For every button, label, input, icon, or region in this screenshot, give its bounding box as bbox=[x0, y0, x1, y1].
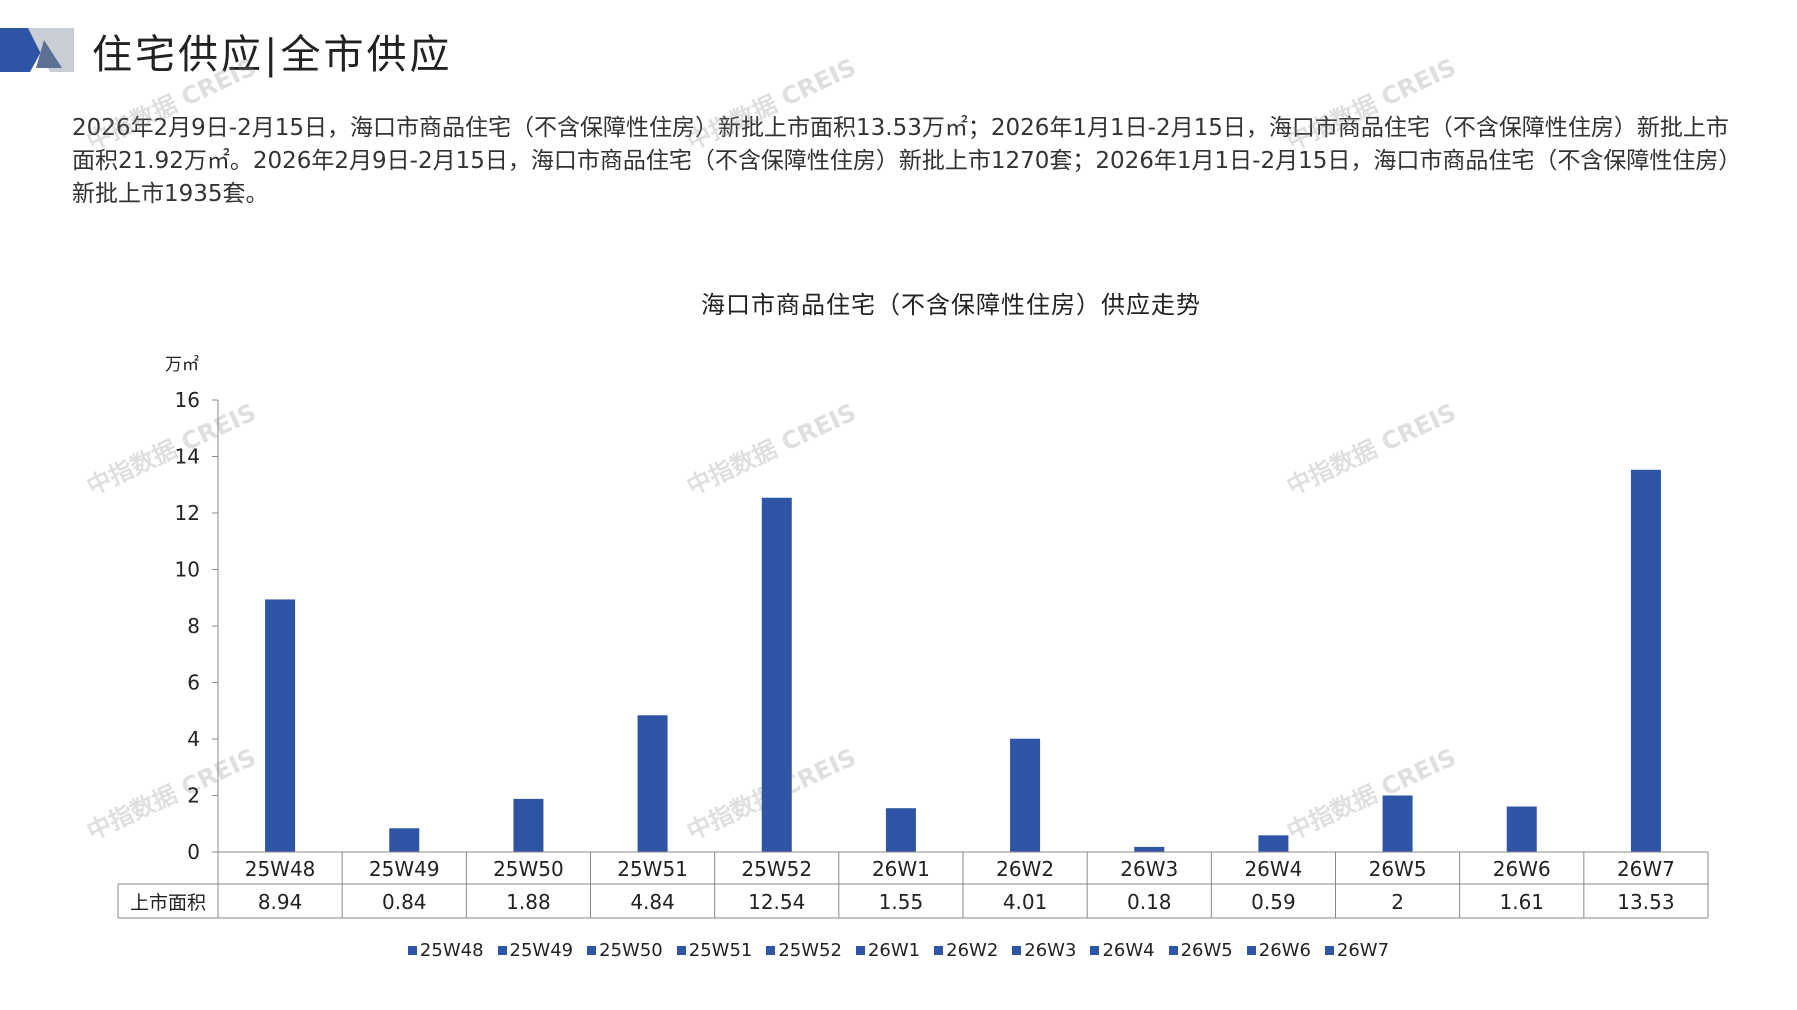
legend-label: 25W48 bbox=[419, 940, 484, 961]
legend-label: 26W6 bbox=[1258, 940, 1311, 961]
bar-26W6 bbox=[1506, 806, 1537, 852]
logo-mid-shape bbox=[36, 40, 62, 68]
x-category-label: 25W52 bbox=[741, 857, 812, 881]
table-value-cell: 0.84 bbox=[382, 890, 427, 914]
bar-25W48 bbox=[265, 599, 296, 852]
legend-label: 25W51 bbox=[688, 940, 753, 961]
x-category-label: 26W2 bbox=[996, 857, 1054, 881]
table-value-cell: 4.84 bbox=[630, 890, 675, 914]
bar-26W1 bbox=[885, 808, 916, 852]
legend-swatch bbox=[497, 946, 507, 955]
legend-item: 25W49 bbox=[497, 940, 574, 961]
chart-title: 海口市商品住宅（不含保障性住房）供应走势 bbox=[701, 291, 1201, 319]
legend-swatch bbox=[1012, 946, 1022, 955]
x-category-label: 26W4 bbox=[1244, 857, 1302, 881]
y-tick-label: 10 bbox=[175, 558, 200, 582]
legend-swatch bbox=[407, 946, 417, 955]
x-category-label: 26W1 bbox=[872, 857, 930, 881]
legend-label: 26W1 bbox=[867, 940, 921, 961]
bar-25W49 bbox=[389, 828, 420, 852]
legend-label: 25W50 bbox=[599, 940, 663, 961]
bar-25W51 bbox=[637, 715, 668, 852]
table-value-cell: 13.53 bbox=[1617, 890, 1674, 914]
legend-item: 26W4 bbox=[1090, 940, 1155, 961]
bar-26W7 bbox=[1630, 469, 1661, 852]
legend-item: 26W6 bbox=[1246, 940, 1311, 961]
bar-26W5 bbox=[1382, 795, 1413, 852]
legend-swatch bbox=[766, 946, 776, 955]
legend-item: 25W48 bbox=[407, 940, 484, 961]
y-tick-label: 6 bbox=[187, 671, 200, 695]
bar-26W3 bbox=[1134, 846, 1165, 852]
legend-item: 26W2 bbox=[934, 940, 998, 961]
logo-dark-shape bbox=[0, 28, 42, 72]
legend-swatch bbox=[855, 946, 865, 955]
bar-26W4 bbox=[1258, 835, 1289, 852]
table-value-cell: 8.94 bbox=[258, 890, 303, 914]
legend-label: 26W4 bbox=[1102, 940, 1155, 961]
legend-swatch bbox=[676, 946, 686, 955]
logo-light-shape bbox=[28, 28, 74, 72]
legend-label: 25W52 bbox=[778, 940, 842, 961]
legend-item: 26W5 bbox=[1168, 940, 1233, 961]
legend-label: 26W7 bbox=[1336, 940, 1390, 961]
legend-item: 25W52 bbox=[766, 940, 842, 961]
y-tick-label: 8 bbox=[187, 614, 200, 638]
table-value-cell: 0.59 bbox=[1251, 890, 1296, 914]
table-value-cell: 1.55 bbox=[879, 890, 924, 914]
table-value-cell: 12.54 bbox=[748, 890, 805, 914]
x-category-label: 25W51 bbox=[617, 857, 688, 881]
table-value-cell: 1.61 bbox=[1499, 890, 1544, 914]
legend-swatch bbox=[1168, 946, 1178, 955]
legend-label: 26W5 bbox=[1180, 940, 1233, 961]
y-tick-label: 14 bbox=[175, 445, 200, 469]
legend-item: 25W51 bbox=[676, 940, 753, 961]
legend-item: 26W7 bbox=[1324, 940, 1390, 961]
table-value-cell: 4.01 bbox=[1003, 890, 1048, 914]
legend-swatch bbox=[587, 946, 597, 955]
legend-label: 26W3 bbox=[1024, 940, 1077, 961]
x-category-label: 26W5 bbox=[1369, 857, 1427, 881]
summary-paragraph: 2026年2月9日-2月15日，海口市商品住宅（不含保障性住房）新批上市面积13… bbox=[72, 115, 1730, 207]
y-tick-label: 16 bbox=[175, 388, 200, 412]
legend-swatch bbox=[1324, 946, 1334, 955]
legend-label: 25W49 bbox=[509, 940, 574, 961]
chart-legend: 25W48 25W49 25W50 25W51 25W52 26W1 26W2 26W3 26W… bbox=[0, 940, 1797, 961]
table-row-label: 上市面积 bbox=[130, 892, 206, 914]
y-tick-label: 0 bbox=[187, 840, 200, 864]
bar-26W2 bbox=[1010, 738, 1041, 852]
x-category-label: 26W3 bbox=[1120, 857, 1178, 881]
header-logo-mark bbox=[0, 28, 74, 72]
x-category-label: 25W49 bbox=[369, 857, 440, 881]
legend-swatch bbox=[1246, 946, 1256, 955]
legend-swatch bbox=[934, 946, 944, 955]
legend-swatch bbox=[1090, 946, 1100, 955]
legend-label: 26W2 bbox=[946, 940, 999, 961]
bar-25W52 bbox=[761, 497, 792, 852]
legend-item: 26W1 bbox=[855, 940, 921, 961]
y-tick-label: 2 bbox=[187, 784, 200, 808]
legend-item: 26W3 bbox=[1012, 940, 1076, 961]
y-tick-label: 12 bbox=[175, 501, 200, 525]
x-category-label: 26W7 bbox=[1617, 857, 1675, 881]
y-axis-unit: 万㎡ bbox=[165, 355, 199, 375]
page-title: 住宅供应|全市供应 bbox=[92, 32, 453, 78]
table-value-cell: 2 bbox=[1391, 890, 1404, 914]
legend-item: 25W50 bbox=[587, 940, 663, 961]
y-tick-label: 4 bbox=[187, 727, 200, 751]
bar-25W50 bbox=[513, 798, 544, 852]
x-category-label: 25W48 bbox=[245, 857, 316, 881]
table-value-cell: 1.88 bbox=[506, 890, 551, 914]
x-category-label: 25W50 bbox=[493, 857, 564, 881]
table-value-cell: 0.18 bbox=[1127, 890, 1172, 914]
x-category-label: 26W6 bbox=[1493, 857, 1551, 881]
